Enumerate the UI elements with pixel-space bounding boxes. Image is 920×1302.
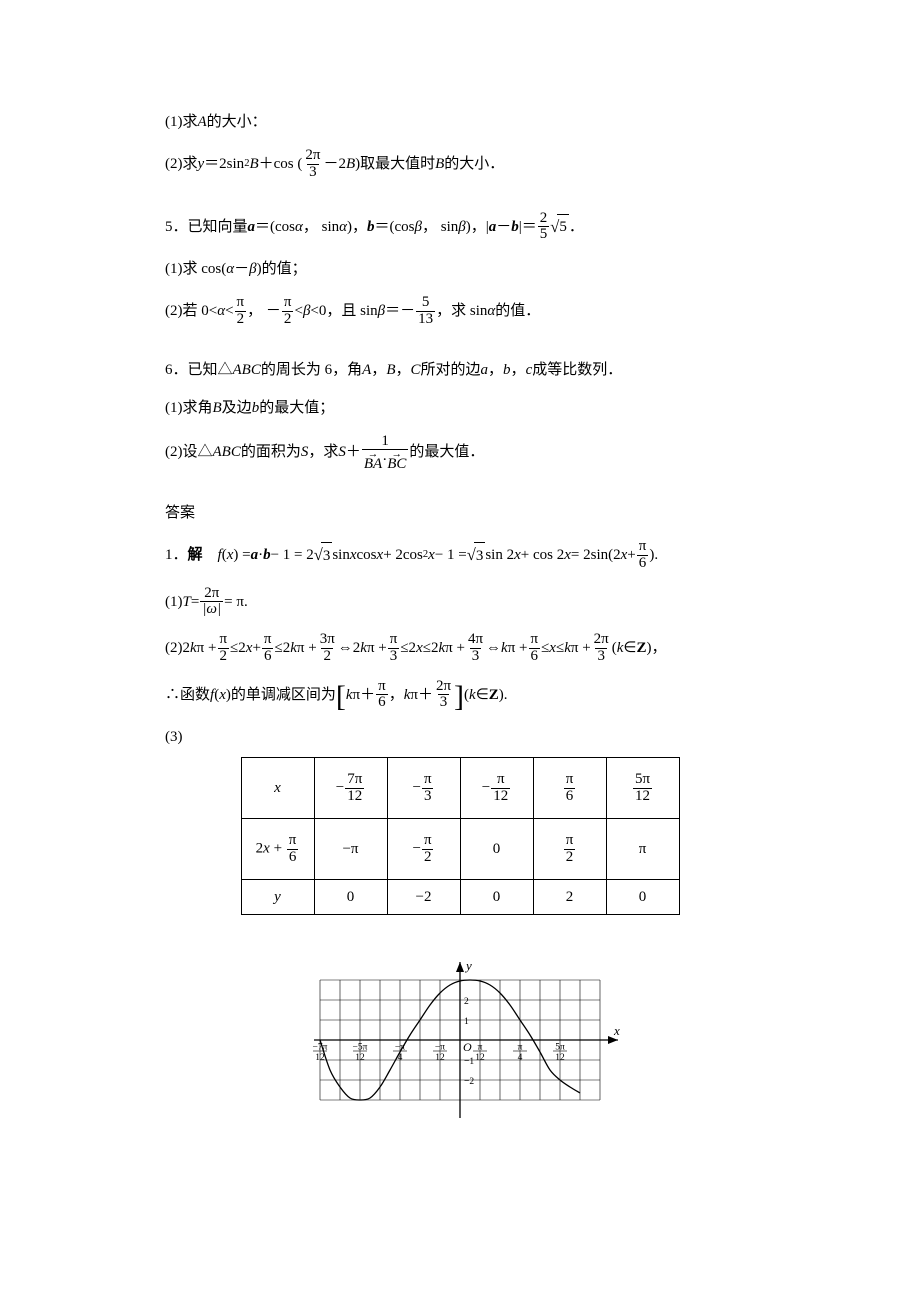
svg-text:1: 1 <box>464 1017 469 1027</box>
cell-y-4: 0 <box>606 880 679 915</box>
svg-text:−1: −1 <box>464 1057 474 1067</box>
sol-1-2: (2)2kπ + π2 ≤2x + π6 ≤2kπ + 3π2 ⇔2kπ + π… <box>165 632 755 665</box>
sol-1-3: (3) <box>165 721 755 749</box>
cell-x-0: −7π12 <box>314 758 387 819</box>
sol-1-1: (1)T = 2π|ω| = π. <box>165 586 755 619</box>
sine-chart: yxO21−1−2−7π12−5π12−π4−π12π12π45π12 <box>305 945 615 1135</box>
table-row: 2x + π6 −π−π20π2π <box>241 819 679 880</box>
chart-svg: yxO21−1−2−7π12−5π12−π4−π12π12π45π12 <box>305 945 615 1135</box>
table-row: y 0−2020 <box>241 880 679 915</box>
q-6-1: (1)求角 B 及边 b 的最大值； <box>165 396 755 420</box>
svg-text:y: y <box>464 958 472 973</box>
svg-text:O: O <box>463 1040 472 1054</box>
q-1-2: (2)求 y＝2sin2B＋cos ( 2π3 －2B)取最大值时 B 的大小． <box>165 148 755 181</box>
cell-y-0: 0 <box>314 880 387 915</box>
cell-2x-1: −π2 <box>387 819 460 880</box>
cell-2x-4: π <box>606 819 679 880</box>
q-5-1: (1)求 cos(α－β)的值； <box>165 257 755 281</box>
svg-text:12: 12 <box>355 1053 365 1063</box>
cell-y-3: 2 <box>533 880 606 915</box>
svg-text:4: 4 <box>518 1053 523 1063</box>
cell-2x-3: π2 <box>533 819 606 880</box>
cell-x-3: π6 <box>533 758 606 819</box>
cell-x-2: −π12 <box>460 758 533 819</box>
value-table: x −7π12−π3−π12π65π12 2x + π6 −π−π20π2π y… <box>241 757 680 915</box>
svg-text:12: 12 <box>435 1053 445 1063</box>
svg-text:−2: −2 <box>464 1077 474 1087</box>
cell-2x-2: 0 <box>460 819 533 880</box>
answers-heading: 答案 <box>165 501 755 525</box>
cell-2x-0: −π <box>314 819 387 880</box>
sol-1-2b: ∴函数 f(x)的单调减区间为 [ kπ＋ π6 ，kπ＋ 2π3 ] (k∈Z… <box>165 679 755 712</box>
svg-text:2: 2 <box>464 997 469 1007</box>
q-1-1: (1)求 A 的大小： <box>165 110 755 134</box>
svg-text:12: 12 <box>555 1053 565 1063</box>
svg-text:12: 12 <box>475 1053 485 1063</box>
svg-text:x: x <box>613 1023 620 1038</box>
q-5-2: (2)若 0<α< π2 ， － π2 <β<0，且 sin β＝－ 513 ，… <box>165 295 755 328</box>
q-6-2: (2)设△ABC 的面积为 S，求 S＋ 1 →BA·→BC 的最大值． <box>165 434 755 472</box>
cell-x-1: −π3 <box>387 758 460 819</box>
cell-y-2: 0 <box>460 880 533 915</box>
cell-y-1: −2 <box>387 880 460 915</box>
q-6: 6．已知△ABC 的周长为 6，角 A，B，C 所对的边 a，b，c 成等比数列… <box>165 358 755 382</box>
cell-x-4: 5π12 <box>606 758 679 819</box>
svg-text:12: 12 <box>315 1053 325 1063</box>
table-row: x −7π12−π3−π12π65π12 <box>241 758 679 819</box>
q-5: 5．已知向量 a＝(cos α， sin α)， b＝(cos β， sin β… <box>165 211 755 244</box>
